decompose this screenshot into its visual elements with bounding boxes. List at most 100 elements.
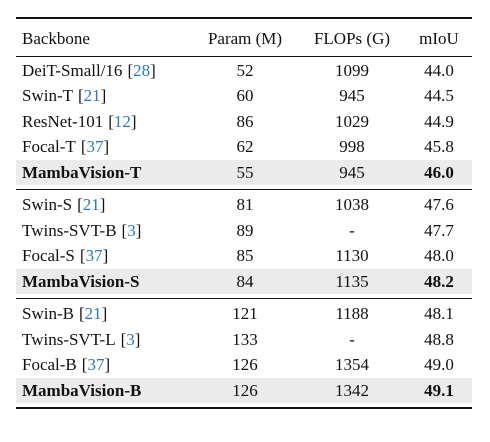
table-cell: - (304, 327, 400, 352)
cell-text: 48.8 (424, 329, 454, 349)
cell-text: Focal-B (22, 355, 77, 374)
table-cell: 47.7 (410, 218, 468, 243)
table-cell: 1354 (304, 353, 400, 378)
table-cell: Swin-T [21] (22, 84, 106, 109)
table-rule (16, 188, 472, 190)
table-row: DeiT-Small/16 [28] 52 1099 44.0 (16, 58, 472, 83)
table-cell: 89 (196, 218, 294, 243)
cell-text: 1354 (335, 355, 369, 374)
table-cell: DeiT-Small/16 [28] (22, 58, 156, 83)
table-row: MambaVision-S 84 1135 48.2 (16, 269, 472, 294)
table-cell: 48.1 (410, 302, 468, 327)
cell-text: 44.0 (424, 60, 454, 80)
table-cell: 84 (196, 269, 294, 294)
citation[interactable]: [21] (78, 86, 107, 105)
citation[interactable]: [37] (81, 355, 111, 374)
table-rule (16, 406, 472, 409)
table-cell: 86 (196, 109, 294, 134)
table-cell: 49.0 (410, 353, 468, 378)
cell-text: MambaVision-S (22, 271, 140, 291)
citation[interactable]: [12] (108, 111, 137, 131)
cell-text: Backbone (22, 29, 90, 48)
cell-text: 89 (236, 220, 254, 240)
cell-text: MambaVision-T (22, 162, 142, 182)
cell-text: 47.7 (424, 220, 454, 240)
cell-text: Swin-T (22, 86, 73, 105)
table-cell: ResNet-101 [12] (22, 109, 137, 134)
cell-text: Swin-B (22, 304, 74, 323)
table-row: Swin-B [21] 121 1188 48.1 (16, 302, 472, 327)
table-cell: Param (M) (196, 23, 294, 55)
citation[interactable]: [3] (120, 329, 141, 349)
cell-text: 48.0 (424, 246, 454, 265)
table-row: MambaVision-T 55 945 46.0 (16, 160, 472, 185)
cell-text: 44.9 (424, 111, 454, 131)
citation[interactable]: [37] (79, 246, 109, 265)
cell-text: 45.8 (424, 137, 454, 156)
cell-text: Twins-SVT-B (22, 220, 117, 240)
table-cell: 46.0 (410, 160, 468, 185)
table-cell: MambaVision-T (22, 160, 141, 185)
table-cell: 62 (196, 135, 294, 160)
table-cell: 1135 (304, 269, 400, 294)
cell-text: 47.6 (424, 195, 454, 214)
table-rule (16, 17, 472, 19)
table-cell: 81 (196, 193, 294, 218)
table-cell: 1038 (304, 193, 400, 218)
cell-text: 1099 (335, 60, 369, 80)
cell-text: FLOPs (G) (313, 29, 391, 48)
cell-text: 945 (339, 86, 365, 105)
table-cell: 52 (196, 58, 294, 83)
table-rule (16, 297, 472, 299)
table-row: Swin-T [21] 60 945 44.5 (16, 84, 472, 109)
table-row: Twins-SVT-B [3] 89 - 47.7 (16, 218, 472, 243)
cell-text: DeiT-Small/16 (22, 60, 123, 80)
cell-text: Swin-S (22, 195, 73, 214)
cell-text: 133 (232, 329, 258, 349)
table-cell: Focal-B [37] (22, 353, 110, 378)
table-cell: 48.0 (410, 244, 468, 269)
table-cell: 998 (304, 135, 400, 160)
cell-text: 86 (236, 111, 254, 131)
table-row: Focal-B [37] 126 1354 49.0 (16, 353, 472, 378)
table-cell: 45.8 (410, 135, 468, 160)
cell-text: 48.1 (424, 304, 454, 323)
citation[interactable]: [28] (127, 60, 156, 80)
table-cell: Focal-T [37] (22, 135, 109, 160)
table-cell: FLOPs (G) (304, 23, 400, 55)
cell-text: 55 (236, 162, 254, 182)
citation[interactable]: [3] (121, 220, 142, 240)
table-cell: 49.1 (410, 378, 468, 403)
table-row: MambaVision-B 126 1342 49.1 (16, 378, 472, 403)
table-cell: Swin-B [21] (22, 302, 107, 327)
citation[interactable]: [21] (78, 304, 108, 323)
citation[interactable]: [21] (77, 195, 106, 214)
table-cell: 55 (196, 160, 294, 185)
table-cell: Backbone (22, 23, 90, 55)
table-cell: 945 (304, 160, 400, 185)
table-row: Focal-S [37] 85 1130 48.0 (16, 244, 472, 269)
cell-text: 1135 (335, 271, 369, 291)
cell-text: - (349, 220, 355, 240)
table-cell: MambaVision-S (22, 269, 139, 294)
table-cell: 1342 (304, 378, 400, 403)
cell-text: mIoU (419, 29, 459, 48)
table-cell: Twins-SVT-B [3] (22, 218, 141, 243)
cell-text: 1038 (335, 195, 369, 214)
cell-text: 121 (232, 304, 258, 323)
citation[interactable]: [37] (80, 137, 110, 156)
cell-text: Twins-SVT-L (22, 329, 116, 349)
cell-text: 85 (236, 246, 254, 265)
cell-text: Focal-T (22, 137, 76, 156)
table-cell: 48.2 (410, 269, 468, 294)
table-cell: 1029 (304, 109, 400, 134)
cell-text: 84 (236, 271, 254, 291)
cell-text: 945 (339, 162, 365, 182)
cell-text: 49.0 (424, 355, 454, 374)
table-cell: 133 (196, 327, 294, 352)
table-cell: 48.8 (410, 327, 468, 352)
table-cell: 121 (196, 302, 294, 327)
table-row: Focal-T [37] 62 998 45.8 (16, 135, 472, 160)
cell-text: ResNet-101 (22, 111, 104, 131)
